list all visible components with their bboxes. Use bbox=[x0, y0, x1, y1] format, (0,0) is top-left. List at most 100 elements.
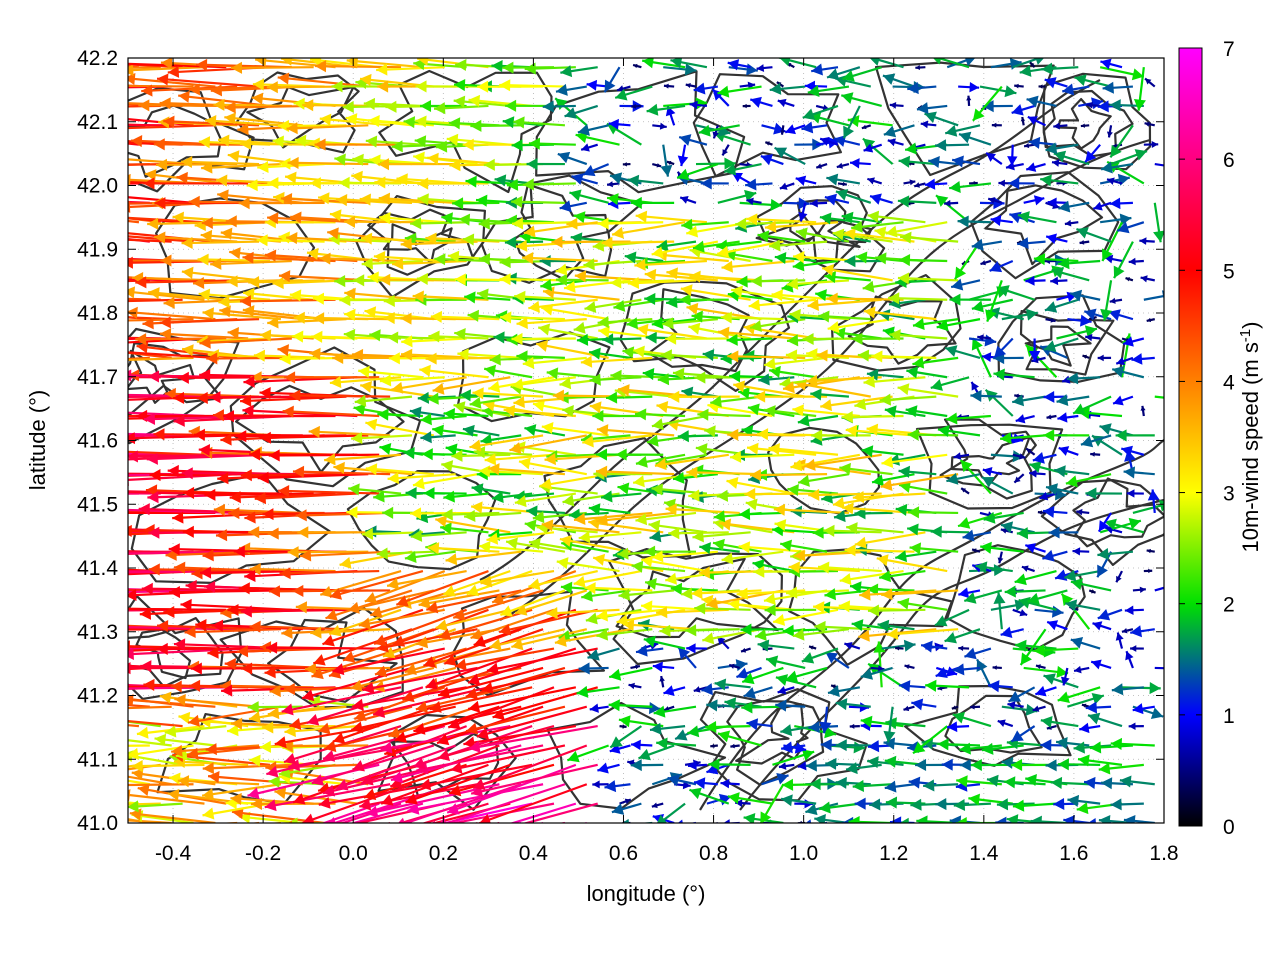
wind-arrow bbox=[642, 368, 686, 381]
wind-arrow bbox=[174, 693, 260, 708]
wind-arrow bbox=[181, 236, 260, 249]
wind-arrow bbox=[1133, 67, 1146, 111]
wind-arrow bbox=[378, 158, 456, 171]
wind-arrow bbox=[971, 238, 1003, 251]
wind-arrow bbox=[971, 548, 981, 553]
terrain-contour bbox=[513, 183, 609, 281]
wind-arrow bbox=[1017, 211, 1057, 224]
wind-arrow bbox=[595, 465, 675, 478]
wind-arrow bbox=[573, 211, 620, 224]
wind-arrow bbox=[759, 783, 785, 823]
wind-arrow bbox=[708, 758, 751, 771]
wind-arrow bbox=[1027, 115, 1047, 127]
wind-arrow bbox=[354, 394, 413, 407]
wind-arrow bbox=[1132, 586, 1146, 593]
wind-arrow bbox=[1041, 62, 1079, 75]
wind-arrow bbox=[128, 298, 183, 303]
wind-arrow bbox=[472, 387, 544, 400]
wind-arrow bbox=[1120, 445, 1145, 457]
wind-arrow bbox=[287, 820, 369, 823]
wind-arrow bbox=[859, 588, 937, 601]
wind-arrow bbox=[820, 395, 893, 412]
wind-arrow bbox=[128, 337, 139, 341]
wind-arrow bbox=[712, 538, 762, 553]
wind-arrow bbox=[677, 430, 718, 443]
wind-arrow bbox=[863, 306, 937, 321]
wind-arrow bbox=[698, 124, 740, 137]
wind-arrow bbox=[614, 85, 653, 101]
wind-arrow bbox=[693, 686, 708, 693]
wind-arrow bbox=[764, 604, 817, 617]
wind-arrow bbox=[898, 680, 926, 693]
wind-arrow bbox=[425, 352, 500, 365]
wind-arrow bbox=[608, 666, 653, 681]
wind-arrow bbox=[947, 721, 970, 733]
wind-arrow bbox=[934, 608, 970, 627]
wind-arrow bbox=[413, 705, 522, 735]
wind-arrow bbox=[596, 424, 675, 437]
wind-arrow bbox=[471, 483, 511, 496]
wind-arrow bbox=[1140, 405, 1146, 417]
wind-arrow bbox=[463, 725, 577, 749]
wind-arrow bbox=[199, 336, 292, 349]
wind-arrow bbox=[448, 763, 555, 797]
wind-arrow bbox=[491, 491, 533, 504]
wind-arrow bbox=[1053, 122, 1068, 130]
wind-arrow bbox=[717, 85, 762, 98]
wind-arrow bbox=[930, 376, 970, 391]
wind-arrow bbox=[187, 705, 282, 727]
wind-arrow bbox=[790, 453, 861, 472]
terrain-contour bbox=[608, 548, 783, 666]
wind-arrow bbox=[452, 589, 544, 621]
wind-arrow bbox=[361, 257, 423, 270]
wind-arrow bbox=[632, 473, 697, 488]
wind-arrow bbox=[181, 155, 260, 169]
wind-arrow bbox=[678, 134, 708, 146]
wind-arrow bbox=[267, 316, 347, 329]
terrain-contour bbox=[1072, 477, 1164, 548]
wind-arrow bbox=[514, 290, 576, 303]
wind-arrow bbox=[1028, 136, 1057, 149]
wind-arrow bbox=[898, 253, 948, 267]
wind-arrow bbox=[1085, 333, 1101, 342]
wind-arrow bbox=[348, 483, 402, 496]
wind-arrow bbox=[391, 376, 467, 394]
wind-arrow bbox=[780, 741, 806, 754]
wind-arrow bbox=[1033, 644, 1079, 657]
wind-arrow bbox=[649, 722, 686, 735]
wind-arrow bbox=[692, 240, 740, 253]
wind-arrow bbox=[689, 270, 762, 283]
wind-arrow bbox=[415, 80, 478, 93]
colorbar-tick-label: 7 bbox=[1223, 38, 1235, 61]
wind-arrow bbox=[1076, 508, 1090, 516]
wind-arrow bbox=[277, 72, 369, 88]
wind-arrow bbox=[775, 674, 817, 689]
wind-arrow bbox=[344, 287, 424, 301]
wind-arrow bbox=[991, 122, 1002, 128]
wind-arrow bbox=[128, 590, 129, 592]
wind-arrow bbox=[646, 103, 686, 116]
wind-arrow bbox=[897, 195, 937, 208]
wind-arrow bbox=[810, 388, 850, 401]
wind-arrow bbox=[287, 546, 369, 559]
wind-arrow bbox=[611, 221, 686, 239]
wind-arrow bbox=[1067, 314, 1092, 327]
wind-arrow bbox=[792, 628, 850, 641]
wind-arrow bbox=[128, 647, 139, 650]
wind-arrow bbox=[604, 780, 631, 793]
wind-arrow bbox=[146, 452, 271, 465]
wind-arrow bbox=[128, 66, 161, 69]
wind-arrow bbox=[852, 491, 926, 504]
wind-arrow bbox=[886, 627, 959, 640]
wind-arrow bbox=[249, 563, 336, 576]
wind-arrow bbox=[835, 698, 871, 711]
wind-arrow bbox=[128, 473, 129, 475]
wind-arrow bbox=[881, 588, 959, 601]
wind-arrow bbox=[128, 85, 129, 87]
wind-arrow bbox=[1057, 412, 1079, 423]
wind-arrow bbox=[996, 798, 1035, 811]
wind-arrow bbox=[1131, 353, 1155, 365]
wind-arrow bbox=[486, 647, 598, 675]
wind-arrow bbox=[259, 431, 369, 444]
wind-arrow bbox=[1025, 162, 1046, 172]
